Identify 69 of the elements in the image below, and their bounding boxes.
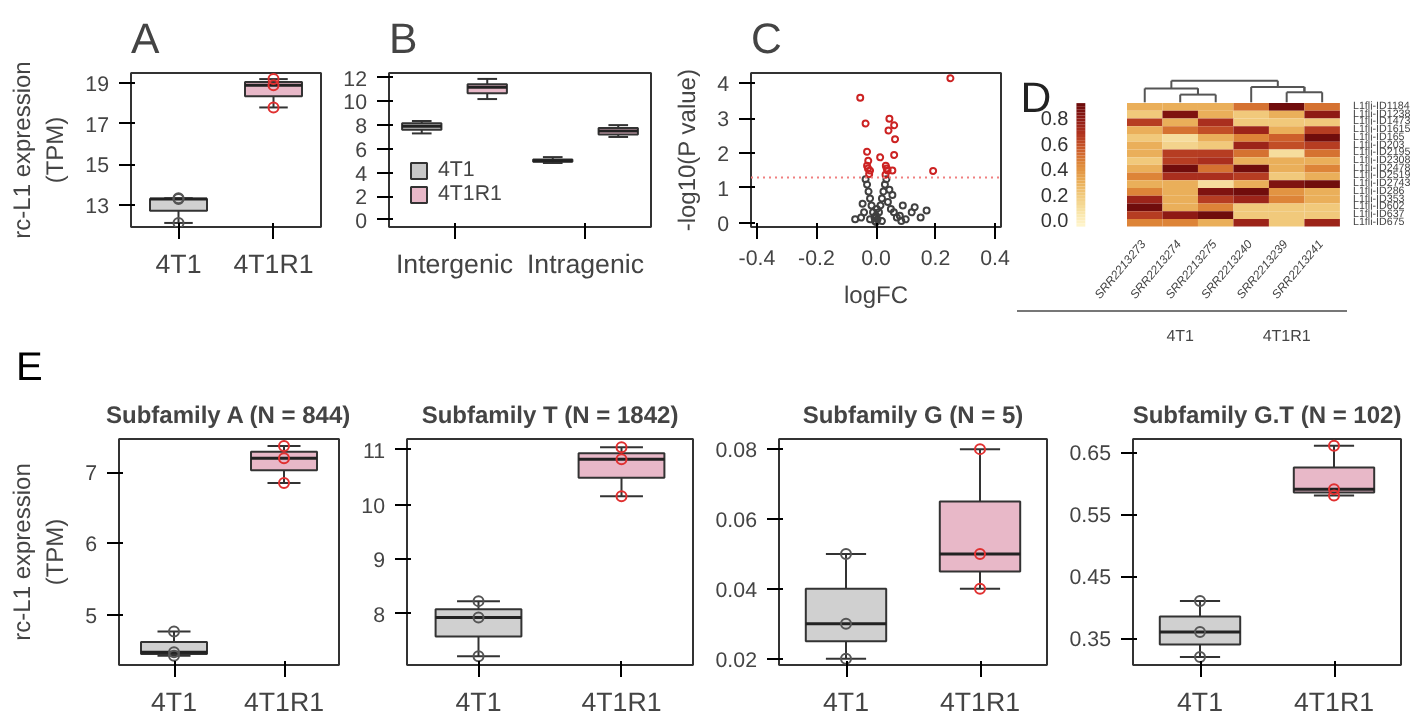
x-tick-label: 0.2 bbox=[920, 247, 951, 271]
y-axis-title: -log10(P value) bbox=[673, 69, 702, 232]
x-tick-label: 4T1 bbox=[1177, 687, 1223, 717]
y-tick-label: 8 bbox=[373, 603, 386, 628]
y-tick-label: 4 bbox=[717, 73, 730, 98]
chart-title: Subfamily G (N = 5) bbox=[802, 401, 1024, 429]
y-tick-label: 9 bbox=[373, 549, 386, 574]
x-tick-label: -0.4 bbox=[738, 247, 776, 271]
y-tick-label: 15 bbox=[85, 154, 110, 179]
x-tick-label: 4T1 bbox=[823, 687, 869, 717]
y-tick-label: 0.35 bbox=[1069, 628, 1112, 653]
y-tick-label: 0 bbox=[355, 209, 368, 234]
y-tick-label: 7 bbox=[85, 462, 98, 487]
y-tick-label: 6 bbox=[85, 533, 98, 558]
text: C bbox=[751, 15, 782, 63]
y-tick-label: 4 bbox=[355, 162, 368, 187]
y-tick-label: 13 bbox=[85, 194, 110, 219]
color-bar-label: 0.8 bbox=[1040, 109, 1070, 132]
chart-title: Subfamily A (N = 844) bbox=[105, 401, 351, 429]
y-tick-label: 0.06 bbox=[715, 508, 758, 533]
y-tick-label: 6 bbox=[355, 138, 368, 163]
chart-title: Subfamily G.T (N = 102) bbox=[1132, 401, 1402, 429]
legend-label: 4T1 bbox=[438, 158, 477, 182]
y-tick-label: 17 bbox=[85, 113, 110, 138]
y-tick-label: 12 bbox=[343, 67, 368, 92]
y-tick-label: 11 bbox=[362, 439, 386, 464]
x-tick-label: 4T1 bbox=[151, 687, 197, 717]
y-tick-label: 10 bbox=[361, 494, 386, 519]
text: 4T1R1 bbox=[1262, 327, 1312, 345]
x-tick-label: 4T1R1 bbox=[233, 249, 314, 279]
y-tick-label: 0.04 bbox=[715, 578, 758, 603]
y-tick-label: 0.02 bbox=[715, 648, 758, 673]
x-tick-label: 4T1R1 bbox=[1294, 687, 1375, 717]
y-tick-label: 1 bbox=[717, 177, 730, 202]
y-tick-label: 2 bbox=[717, 143, 730, 168]
y-tick-label: 0.65 bbox=[1069, 442, 1112, 467]
x-tick-label: 4T1 bbox=[455, 687, 502, 717]
x-tick-label: 4T1R1 bbox=[244, 687, 325, 717]
color-bar-label: 0.2 bbox=[1040, 185, 1070, 208]
y-tick-label: 10 bbox=[343, 91, 368, 116]
y-tick-label: 0 bbox=[717, 212, 730, 237]
text: B bbox=[389, 15, 418, 63]
color-bar-label: 0.4 bbox=[1040, 160, 1070, 183]
text: 4T1 bbox=[1166, 327, 1196, 345]
y-tick-label: 8 bbox=[355, 115, 368, 140]
x-tick-label: -0.2 bbox=[798, 247, 835, 271]
y-axis-title: rc-L1 expression (TPM) bbox=[7, 463, 70, 641]
y-tick-label: 5 bbox=[85, 604, 98, 629]
x-tick-label: 0.0 bbox=[861, 247, 891, 271]
x-tick-label: 4T1R1 bbox=[581, 687, 662, 717]
legend-label: 4T1R1 bbox=[438, 182, 502, 206]
y-tick-label: 0.55 bbox=[1069, 504, 1112, 529]
y-axis-title: rc-L1 expression (TPM) bbox=[7, 61, 70, 239]
x-axis-title: logFC bbox=[843, 281, 909, 309]
text: A bbox=[131, 15, 161, 63]
y-tick-label: 0.08 bbox=[715, 439, 758, 464]
x-tick-label: Intragenic bbox=[526, 249, 645, 279]
chart-title: Subfamily T (N = 1842) bbox=[421, 401, 679, 429]
x-tick-label: 4T1R1 bbox=[940, 687, 1021, 717]
color-bar-label: 0.6 bbox=[1040, 134, 1070, 157]
x-tick-label: Intergenic bbox=[395, 249, 514, 279]
y-tick-label: 2 bbox=[355, 186, 368, 211]
y-tick-label: 3 bbox=[717, 108, 730, 133]
x-tick-label: 0.4 bbox=[980, 247, 1011, 271]
color-bar-label: 0.0 bbox=[1040, 211, 1070, 234]
y-tick-label: 0.45 bbox=[1069, 566, 1112, 591]
y-tick-label: 19 bbox=[85, 73, 110, 98]
text: E bbox=[16, 346, 43, 390]
x-tick-label: 4T1 bbox=[155, 249, 202, 279]
